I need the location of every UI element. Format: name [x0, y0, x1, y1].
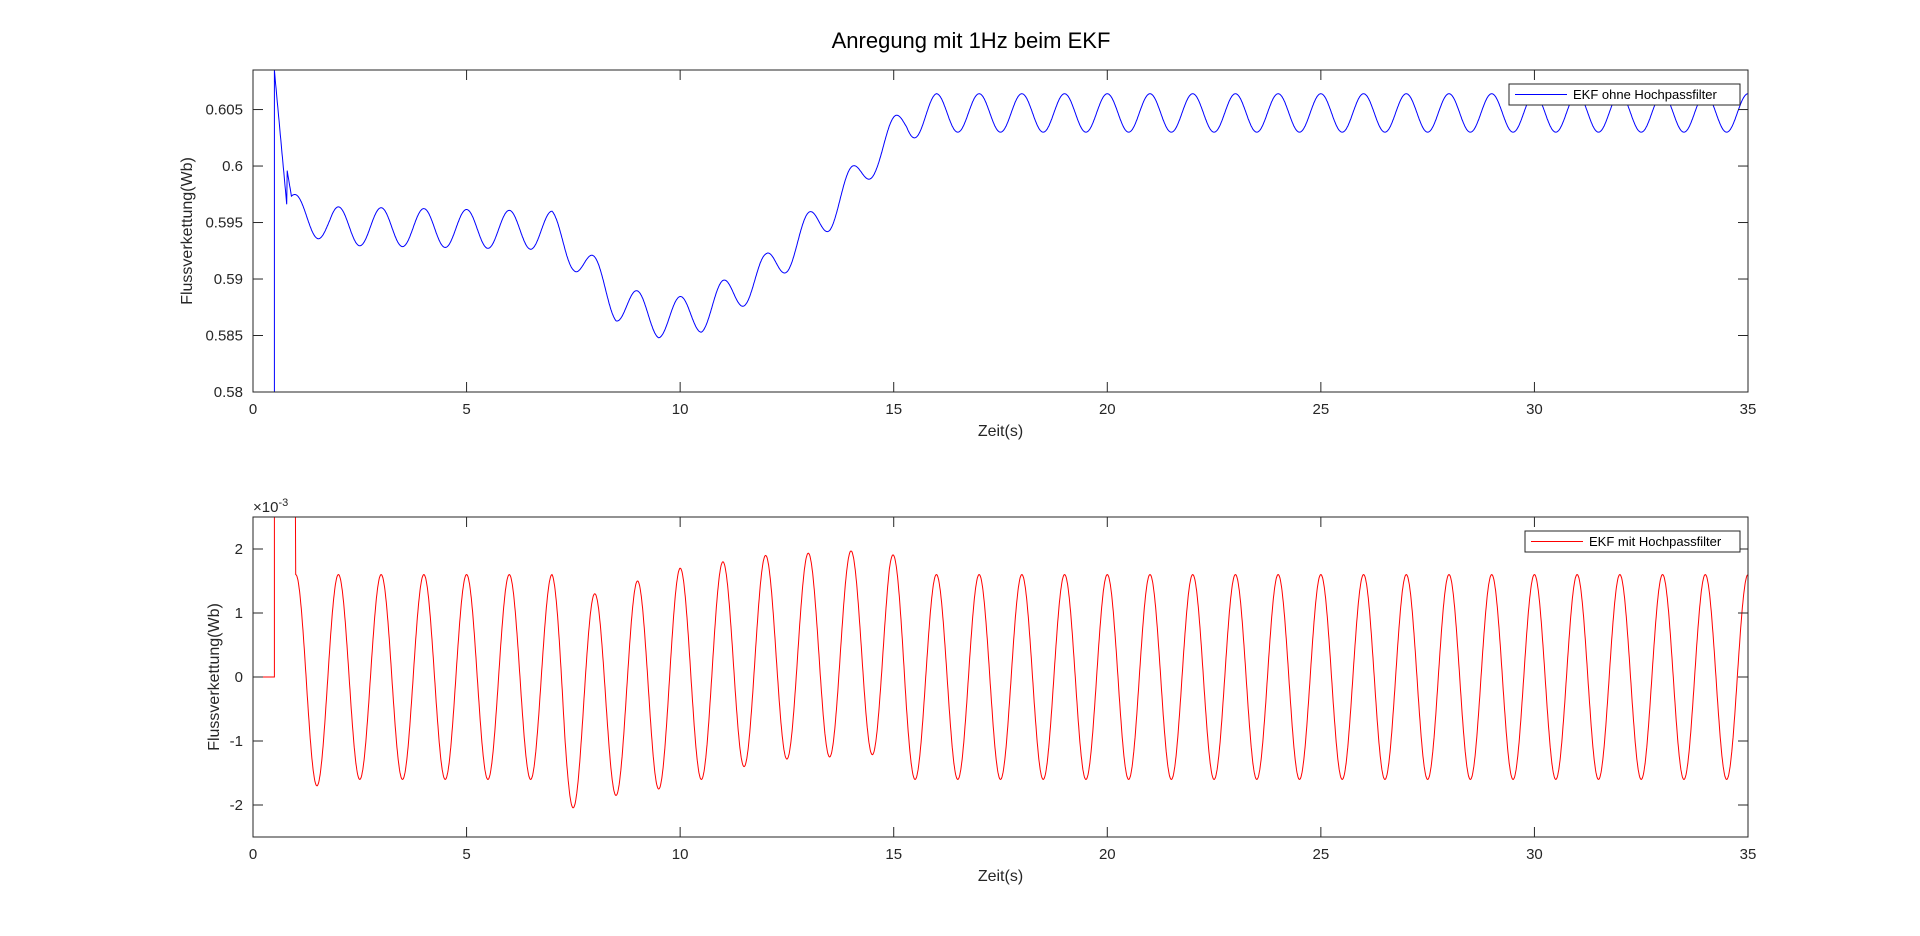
x-tick-label: 30: [1526, 401, 1543, 418]
x-tick-label: 0: [249, 846, 257, 863]
x-tick-label: 15: [885, 846, 902, 863]
y-tick-label: 0.595: [205, 215, 243, 232]
x-tick-label: 15: [885, 401, 902, 418]
y-tick-label: 0.59: [214, 271, 243, 288]
y-axis-label: Flussverkettung(Wb): [206, 603, 223, 751]
legend-label: EKF ohne Hochpassfilter: [1573, 87, 1717, 102]
y-tick-label: -1: [230, 733, 243, 750]
y-axis-label: Flussverkettung(Wb): [179, 157, 196, 305]
y-tick-label: 0.605: [205, 102, 243, 119]
y-tick-label: 0.585: [205, 328, 243, 345]
upper-plot-panel: 0 5 10 15 20 25 30 35 0.58 0.585 0.59 0.595 0.6 0.605…: [179, 69, 1757, 440]
axes-box: [252, 69, 1749, 393]
y-tick-label: 2: [235, 541, 243, 558]
x-tick-label: 10: [672, 846, 689, 863]
figure-title: Anregung mit 1Hz beim EKF: [832, 28, 1111, 53]
x-tick-label: 10: [672, 401, 689, 418]
x-tick-label: 5: [462, 401, 470, 418]
x-tick-label: 20: [1099, 401, 1116, 418]
x-axis-label: Zeit(s): [978, 423, 1023, 440]
x-tick-label: 5: [462, 846, 470, 863]
x-tick-label: 35: [1740, 401, 1757, 418]
y-tick-label: 0.6: [222, 158, 243, 175]
y-tick-label: 0.58: [214, 384, 243, 401]
x-tick-label: 0: [249, 401, 257, 418]
y-tick-label: 1: [235, 605, 243, 622]
series-line-1: [253, 517, 1748, 809]
y-tick-label: 0: [235, 669, 243, 686]
x-tick-label: 25: [1313, 846, 1330, 863]
y-tick-label: -2: [230, 797, 243, 814]
x-tick-label: 20: [1099, 846, 1116, 863]
legend-box: [1508, 83, 1741, 106]
x-tick-label: 35: [1740, 846, 1757, 863]
lower-plot-panel: 0 5 10 15 20 25 30 35 -2 -1 0 1 2 Zeit(s) Flussverkett…: [206, 497, 1757, 885]
series-line-1: [273, 70, 1748, 392]
legend-box: [1524, 530, 1741, 553]
x-tick-label: 25: [1313, 401, 1330, 418]
x-tick-label: 30: [1526, 846, 1543, 863]
legend-label: EKF mit Hochpassfilter: [1589, 534, 1722, 549]
x-axis-label: Zeit(s): [978, 868, 1023, 885]
